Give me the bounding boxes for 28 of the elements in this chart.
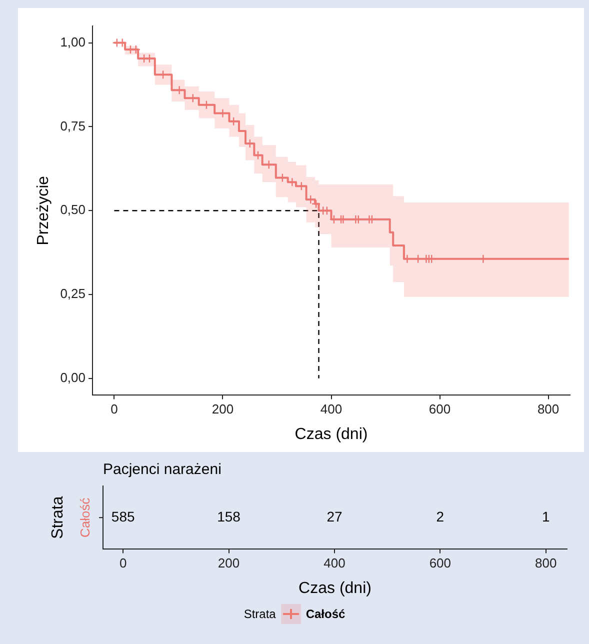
x-tick-label: 800 xyxy=(537,402,560,417)
data-label: 2 xyxy=(436,508,444,524)
y-tick-label: 0,25 xyxy=(60,286,86,302)
legend-title: Strata xyxy=(244,607,276,621)
x-tick-label: 200 xyxy=(218,556,240,571)
x-tick-label: 400 xyxy=(320,402,342,417)
y-axis-title: Strata xyxy=(49,496,66,539)
x-axis-title: Czas (dni) xyxy=(294,426,368,443)
data-label: 158 xyxy=(217,508,241,524)
y-tick-label: 1,00 xyxy=(60,34,86,50)
y-tick-label: 0,75 xyxy=(60,118,86,134)
y-axis-title: Przeżycie xyxy=(35,176,52,246)
data-label: 1 xyxy=(542,508,550,524)
x-tick-label: 600 xyxy=(429,556,452,571)
data-label: 27 xyxy=(326,508,342,524)
x-tick-label: 400 xyxy=(324,556,346,571)
chart-title: Pacjenci narażeni xyxy=(103,461,222,478)
x-tick-label: 800 xyxy=(535,556,557,571)
x-axis-title: Czas (dni) xyxy=(298,580,372,597)
data-label: 585 xyxy=(111,508,135,524)
x-tick-label: 0 xyxy=(119,556,127,571)
y-tick-label: 0,00 xyxy=(60,370,86,385)
y-tick-label: 0,50 xyxy=(60,202,86,218)
x-tick-label: 0 xyxy=(110,402,118,417)
legend-label: Całość xyxy=(306,607,346,621)
y-tick-label: Całość xyxy=(78,497,93,538)
x-tick-label: 200 xyxy=(212,402,234,417)
x-tick-label: 600 xyxy=(428,402,451,417)
